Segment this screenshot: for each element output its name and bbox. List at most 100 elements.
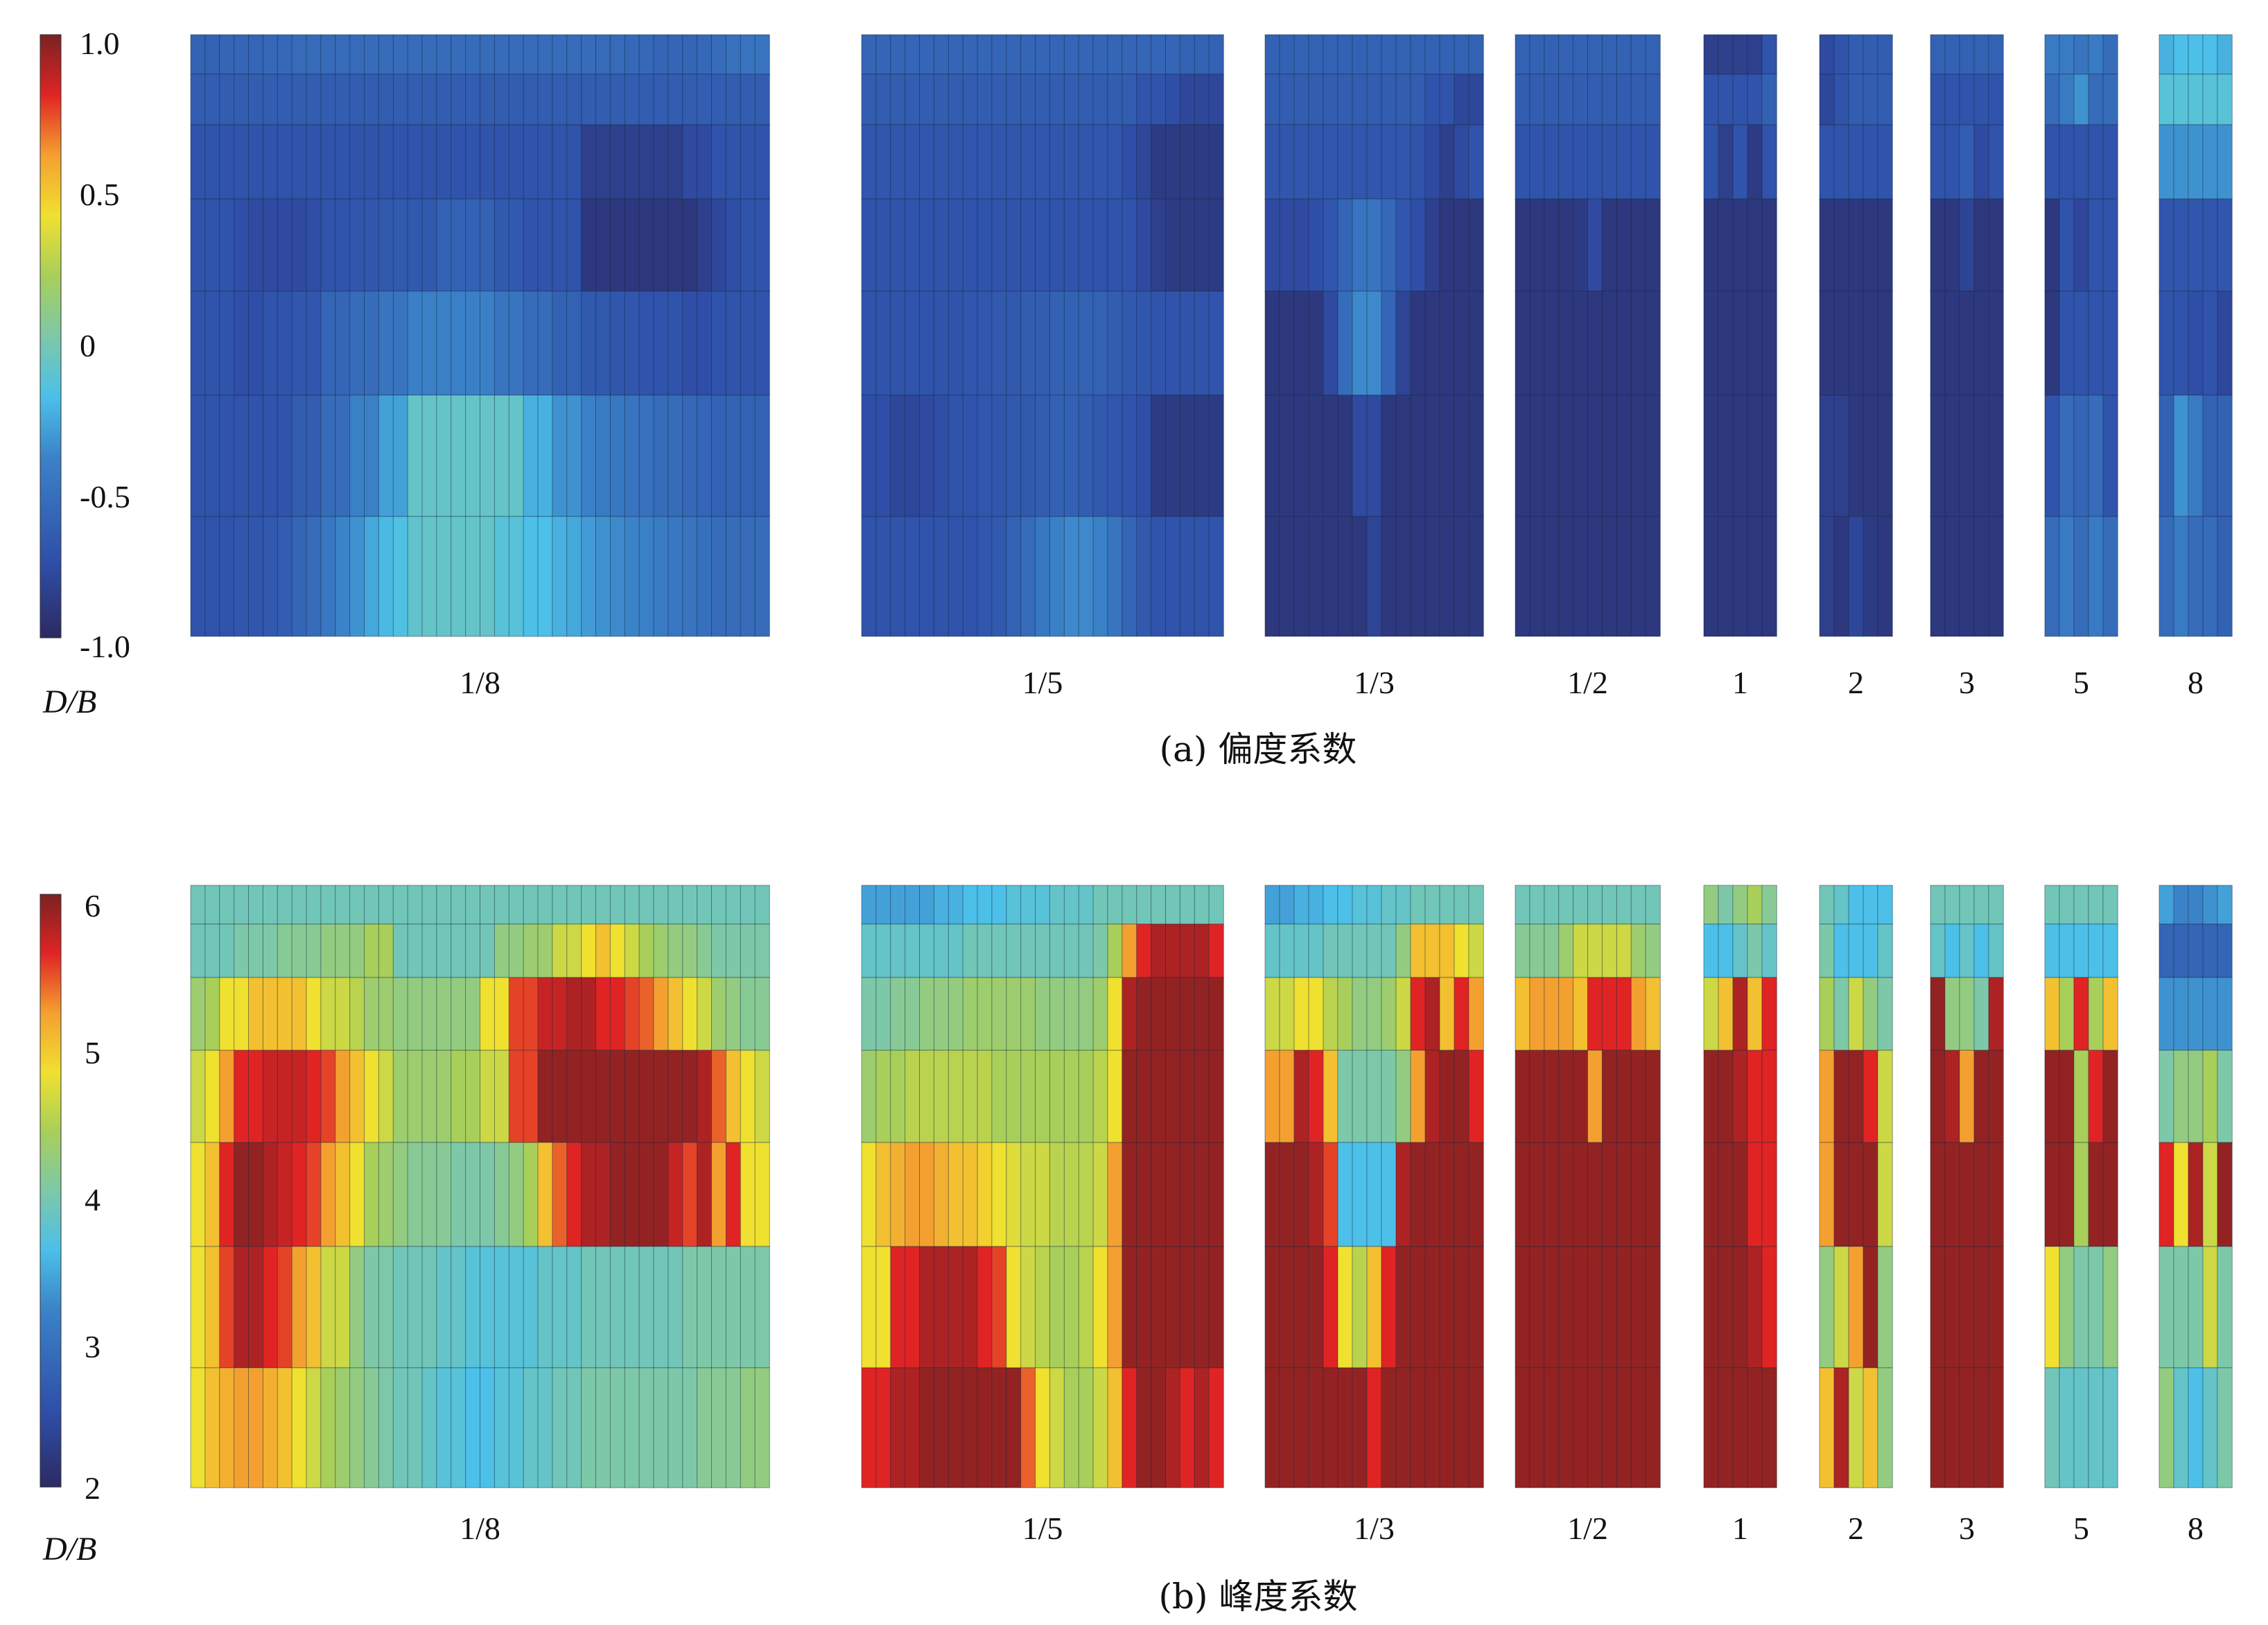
heatmap-cell — [638, 1142, 654, 1247]
heatmap-cell — [480, 34, 496, 75]
heatmap-cell — [1439, 198, 1455, 292]
heatmap-cell — [1381, 1142, 1397, 1247]
heatmap-cell — [991, 73, 1007, 125]
heatmap-cell — [1151, 290, 1167, 396]
heatmap-cell — [2173, 198, 2189, 292]
heatmap-cell — [1630, 1367, 1646, 1488]
heatmap-cell — [1395, 124, 1411, 200]
heatmap-cell — [933, 290, 950, 396]
heatmap-cell — [754, 1142, 770, 1247]
heatmap-cell — [1122, 1246, 1137, 1368]
heatmap-cell — [2088, 1246, 2104, 1368]
heatmap-cell — [1732, 1367, 1748, 1488]
heatmap-cell — [1468, 923, 1484, 978]
heatmap-cell — [204, 290, 220, 396]
heatmap-cell — [1352, 1050, 1368, 1143]
heatmap-cell — [349, 124, 365, 200]
heatmap-cell — [1944, 885, 1960, 925]
heatmap-cell — [262, 1050, 279, 1143]
heatmap-cell — [320, 34, 336, 75]
heatmap-cell — [1959, 923, 1975, 978]
heatmap-cell — [1529, 516, 1545, 637]
heatmap-cell — [991, 1050, 1007, 1143]
heatmap-cell — [2202, 34, 2218, 75]
heatmap-cell — [277, 516, 293, 637]
heatmap-cell — [725, 198, 742, 292]
heatmap-cell — [1151, 923, 1167, 978]
heatmap-cell — [320, 290, 336, 396]
heatmap-cell — [1151, 73, 1167, 125]
heatmap-cell — [754, 516, 770, 637]
heatmap-cell — [740, 977, 756, 1051]
heatmap-cell — [725, 1367, 742, 1488]
heatmap-cell — [277, 290, 293, 396]
heatmap-cell — [1208, 73, 1224, 125]
heatmap-cell — [1573, 124, 1589, 200]
heatmap-cell — [1063, 1246, 1079, 1368]
heatmap-cell — [1930, 1246, 1946, 1368]
heatmap-cell — [1819, 124, 1835, 200]
heatmap-cell — [1293, 977, 1309, 1051]
heatmap-cell — [1645, 977, 1661, 1051]
heatmap-cell — [890, 124, 906, 200]
heatmap-cell — [566, 1367, 582, 1488]
heatmap-cell — [2158, 1050, 2174, 1143]
heatmap-cell — [905, 124, 921, 200]
heatmap-cell — [890, 394, 906, 517]
heatmap-cell — [977, 1050, 993, 1143]
heatmap-cell — [1179, 394, 1196, 517]
heatmap-cell — [668, 1246, 683, 1368]
heatmap-cell — [2044, 923, 2060, 978]
heatmap-cell — [668, 124, 683, 200]
heatmap-cell — [1529, 73, 1545, 125]
heatmap-cell — [1973, 1367, 1989, 1488]
heatmap-cell — [1601, 1050, 1618, 1143]
heatmap-cell — [234, 394, 250, 517]
heatmap-cell — [1877, 124, 1893, 200]
heatmap-cell — [725, 516, 742, 637]
heatmap-cell — [740, 885, 756, 925]
heatmap-cell — [1323, 1367, 1338, 1488]
heatmap-cell — [905, 1142, 921, 1247]
heatmap-cell — [508, 1367, 524, 1488]
heatmap-cell — [875, 73, 891, 125]
heatmap-cell — [919, 1367, 935, 1488]
heatmap-cell — [392, 394, 408, 517]
heatmap-cell — [1063, 1142, 1079, 1247]
heatmap-cell — [364, 73, 380, 125]
heatmap-cell — [861, 34, 877, 75]
heatmap-cell — [1078, 1367, 1094, 1488]
heatmap-cell — [1988, 923, 2004, 978]
heatmap-cell — [1323, 73, 1338, 125]
heatmap-cell — [508, 394, 524, 517]
heatmap-cell — [2102, 394, 2118, 517]
heatmap-cell — [1049, 394, 1065, 517]
heatmap-cell — [2158, 885, 2174, 925]
heatmap-cell — [320, 923, 336, 978]
heatmap-cell — [1035, 1142, 1051, 1247]
heatmap-cell — [1848, 516, 1864, 637]
heatmap-cell — [291, 885, 307, 925]
heatmap-cell — [1601, 290, 1618, 396]
heatmap-cell — [1208, 516, 1224, 637]
heatmap-cell — [1279, 198, 1295, 292]
heatmap-cell — [2202, 124, 2218, 200]
heatmap-cell — [725, 73, 742, 125]
heatmap-cell — [875, 1246, 891, 1368]
heatmap-cell — [581, 1367, 597, 1488]
group-label-5: 5 — [2073, 1511, 2089, 1546]
heatmap-cell — [1381, 923, 1397, 978]
heatmap-cell — [1264, 290, 1280, 396]
heatmap-cell — [1395, 34, 1411, 75]
heatmap-cell — [740, 394, 756, 517]
heatmap-cell — [407, 1246, 423, 1368]
heatmap-cell — [1323, 516, 1338, 637]
heatmap-cell — [609, 923, 626, 978]
heatmap-cell — [1973, 885, 1989, 925]
heatmap-cell — [451, 34, 466, 75]
heatmap-cell — [1395, 885, 1411, 925]
heatmap-cell — [465, 198, 481, 292]
heatmap-cell — [740, 1367, 756, 1488]
heatmap-cell — [1078, 1246, 1094, 1368]
heatmap-cell — [552, 394, 568, 517]
